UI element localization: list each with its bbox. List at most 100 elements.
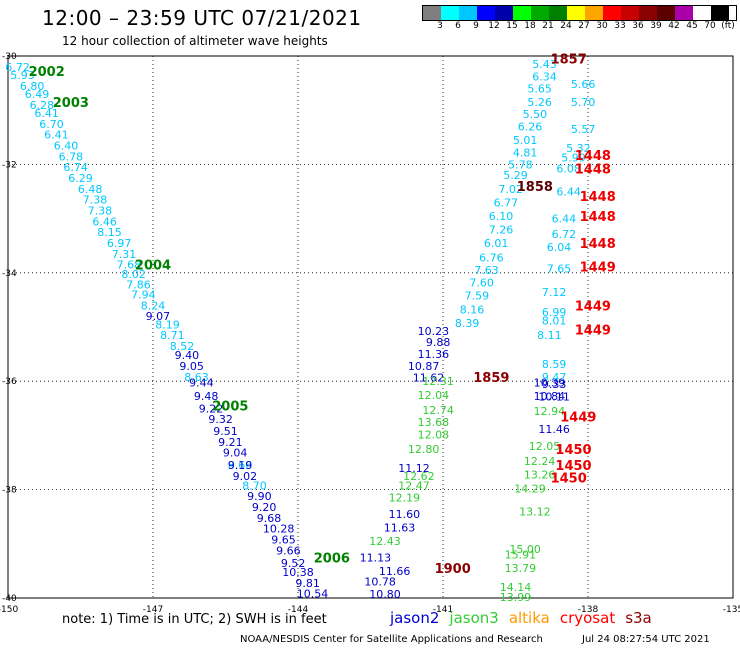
wave-height-label: 7.02 (498, 183, 523, 196)
wave-height-label: 12.74 (422, 404, 454, 417)
time-label: 1900 (435, 562, 471, 577)
wave-height-label: 12.62 (403, 470, 435, 483)
wave-height-label: 11.63 (384, 522, 416, 535)
color-swatch (549, 6, 567, 20)
color-swatch (441, 6, 459, 20)
wave-height-label: 8.02 (121, 268, 146, 281)
color-swatch (513, 6, 531, 20)
wave-height-label: 6.74 (63, 161, 88, 174)
color-scale-label: 15 (506, 21, 518, 31)
y-tick-label: -34 (2, 269, 17, 279)
y-tick-label: -30 (2, 52, 17, 62)
wave-height-label: 9.51 (213, 425, 238, 438)
wave-height-label: 6.44 (552, 213, 577, 226)
wave-height-label: 7.12 (542, 286, 567, 299)
y-tick-label: -38 (2, 486, 17, 496)
wave-height-label: 11.36 (418, 348, 450, 361)
wave-height-label: 10.78 (364, 576, 396, 589)
wave-height-label: 12.47 (398, 479, 430, 492)
wave-height-label: 14.14 (500, 581, 532, 594)
wave-height-label: 7.94 (131, 288, 156, 301)
time-label: 1450 (555, 459, 591, 474)
wave-height-label: 13.68 (418, 416, 450, 429)
y-tick-label: -36 (2, 377, 17, 387)
wave-height-label: 9.65 (271, 533, 296, 546)
wave-height-label: 6.08 (556, 163, 581, 176)
x-tick-label: -144 (288, 605, 309, 615)
wave-height-label: 9.05 (179, 360, 204, 373)
wave-height-label: 8.52 (170, 340, 195, 353)
wave-height-label: 5.78 (508, 158, 533, 171)
color-swatch (477, 6, 495, 20)
wave-height-label: 12.24 (524, 455, 556, 468)
wave-height-label: 6.41 (44, 129, 69, 142)
wave-height-label: 5.57 (571, 123, 596, 136)
color-scale-label: 9 (473, 21, 479, 31)
wave-height-label: 6.01 (484, 237, 509, 250)
color-scale-label: (ft) (721, 21, 735, 31)
wave-height-label: 10.54 (297, 588, 329, 601)
x-tick-label: -141 (433, 605, 453, 615)
wave-height-label: 6.49 (25, 88, 50, 101)
wave-height-label: 5.01 (513, 134, 538, 147)
color-scale-label: 36 (632, 21, 644, 31)
wave-height-label: 7.63 (474, 264, 499, 277)
wave-height-label: 9.07 (146, 310, 171, 323)
wave-height-label: 5.26 (527, 96, 552, 109)
wave-height-label: 9.20 (252, 501, 277, 514)
wave-height-label: 6.34 (532, 71, 557, 84)
wave-height-label: 6.28 (30, 99, 55, 112)
wave-height-label: 6.70 (39, 118, 64, 131)
wave-height-label: 5.29 (503, 169, 528, 182)
wave-height-label: 11.66 (379, 565, 411, 578)
color-swatch (639, 6, 657, 20)
wave-height-label: 6.80 (20, 80, 45, 93)
wave-height-label: 6.29 (68, 172, 93, 185)
wave-height-label: 6.77 (494, 196, 519, 209)
color-swatch (459, 6, 477, 20)
time-label: 1448 (580, 237, 616, 252)
wave-height-label: 9.48 (194, 390, 219, 403)
wave-height-label: 6.97 (107, 237, 132, 250)
color-swatch (585, 6, 603, 20)
wave-height-label: 8.24 (141, 299, 166, 312)
wave-height-label: 7.59 (465, 290, 490, 303)
satellite-legend-item: altika (508, 609, 550, 627)
wave-height-label: 11.60 (389, 508, 421, 521)
wave-height-label: 9.33 (542, 378, 567, 391)
wave-height-label: 4.81 (513, 146, 538, 159)
color-scale-label: 39 (650, 21, 662, 31)
wave-height-label: 7.86 (126, 279, 151, 292)
time-label: 1449 (575, 324, 611, 339)
wave-height-label: 12.80 (408, 443, 440, 456)
color-swatch (531, 6, 549, 20)
color-scale-label: 70 (704, 21, 716, 31)
wave-height-label: 9.81 (295, 577, 320, 590)
satellite-legend-item: jason2 (390, 609, 440, 627)
wave-height-label: 11.62 (413, 371, 445, 384)
timestamp-text: Jul 24 08:27:54 UTC 2021 (582, 634, 710, 645)
satellite-legend-item: s3a (625, 609, 652, 627)
time-label: 1450 (555, 443, 591, 458)
time-label: 1859 (473, 371, 509, 386)
wave-height-label: 15.91 (505, 549, 537, 562)
wave-height-label: 10.87 (408, 360, 440, 373)
wave-height-label: 6.72 (5, 61, 30, 74)
time-label: 2005 (212, 400, 248, 415)
wave-height-label: 6.26 (518, 120, 543, 133)
satellite-legend: jason2 jason3 altika cryosat s3a (390, 609, 662, 627)
color-scale-label: 12 (488, 21, 500, 31)
color-swatch (657, 6, 675, 20)
color-scale-label: 42 (668, 21, 680, 31)
wave-height-label: 7.68 (117, 259, 142, 272)
wave-height-label: 8.70 (242, 479, 267, 492)
color-swatch (495, 6, 513, 20)
wave-height-label: 8.11 (537, 329, 562, 342)
wave-height-label: 6.40 (54, 139, 79, 152)
wave-height-label: 5.99 (561, 151, 586, 164)
color-scale-label: 27 (578, 21, 590, 31)
wave-height-label: 9.40 (175, 349, 200, 362)
wave-height-label: 8.19 (155, 318, 180, 331)
time-label: 1857 (551, 53, 587, 68)
